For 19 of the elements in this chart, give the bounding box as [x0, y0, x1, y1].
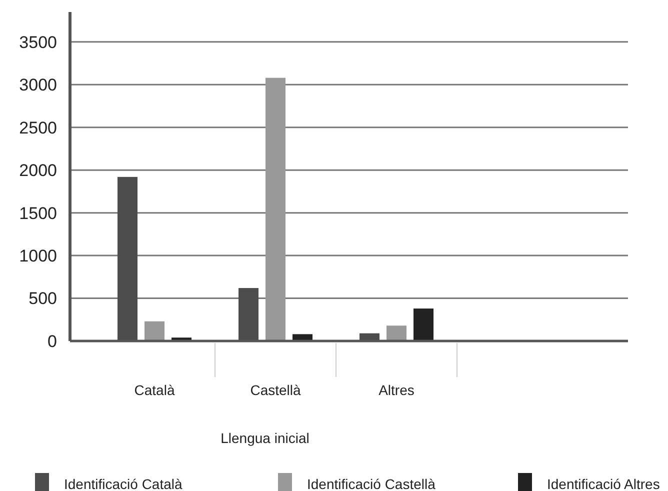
bar	[144, 321, 164, 341]
x-axis-title: Llengua inicial	[220, 430, 310, 446]
x-tick-label: Altres	[378, 382, 414, 398]
bar	[386, 326, 406, 341]
x-tick-label: Català	[134, 382, 175, 398]
legend-label: Identificació Castellà	[307, 476, 436, 491]
y-tick-label: 1500	[19, 204, 57, 223]
y-tick-label: 2500	[19, 118, 57, 138]
x-tick-label: Castellà	[250, 382, 301, 398]
y-tick-label: 0	[48, 332, 57, 351]
y-tick-label: 3500	[19, 32, 57, 52]
legend-label: Identificació Altres	[547, 476, 660, 491]
legend-label: Identificació Català	[64, 476, 183, 491]
y-tick-label: 500	[28, 289, 57, 308]
bar	[414, 308, 434, 341]
y-tick-label: 2000	[19, 161, 57, 180]
y-tick-label: 3000	[19, 76, 57, 95]
y-tick-label: 1000	[19, 246, 57, 266]
bar	[266, 78, 286, 341]
